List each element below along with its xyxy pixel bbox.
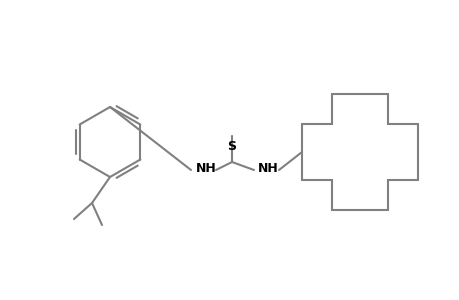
Text: NH: NH	[196, 162, 216, 175]
Text: NH: NH	[257, 162, 278, 175]
Text: S: S	[227, 140, 236, 153]
